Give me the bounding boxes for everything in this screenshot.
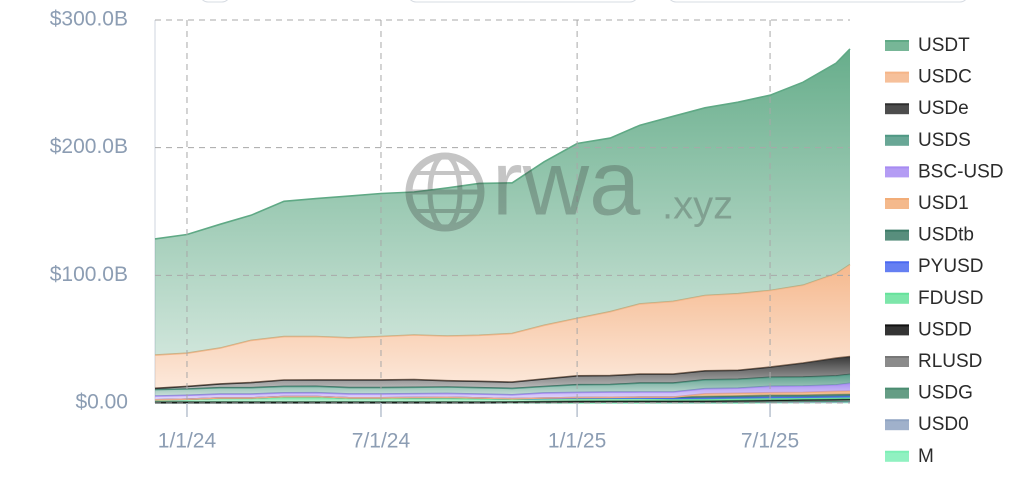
area (155, 264, 850, 389)
legend-label: USDG (918, 383, 973, 404)
legend-label: RLUSD (918, 351, 982, 372)
legend-label: USDD (918, 319, 972, 340)
legend-swatch (885, 199, 909, 209)
legend-label: PYUSD (918, 256, 983, 277)
legend-label: USDe (918, 98, 969, 119)
legend-swatch (885, 41, 909, 51)
legend-label: M (918, 446, 934, 467)
area (155, 374, 850, 396)
x-tick-label: 7/1/25 (741, 430, 799, 453)
legend-swatch (885, 104, 909, 115)
x-tick-label: 1/1/24 (158, 430, 217, 453)
x-tick-label: 7/1/24 (352, 430, 411, 453)
legend-swatch (885, 325, 909, 336)
watermark-globe (427, 153, 463, 231)
legend-swatch (885, 262, 909, 273)
legend-swatch (885, 357, 909, 367)
control-button[interactable] (668, 0, 968, 3)
legend-swatch (885, 230, 909, 241)
area (155, 48, 850, 356)
y-tick-label: $100.0B (50, 263, 128, 286)
legend-label: FDUSD (918, 288, 983, 309)
legend-swatch (885, 293, 909, 304)
control-button[interactable] (200, 0, 230, 3)
control-button[interactable] (408, 0, 638, 3)
y-tick-label: $0.00 (75, 391, 128, 414)
watermark-globe (405, 152, 485, 232)
legend-swatch (885, 420, 909, 431)
legend: USDT USDC USDe USDS BSC-USD USD1 USDtb PYUSD FDU… (885, 35, 1004, 467)
legend-swatch (885, 388, 909, 399)
x-tick-label: 1/1/25 (548, 430, 606, 453)
y-tick-label: $300.0B (50, 8, 128, 31)
legend-label: USDtb (918, 225, 974, 246)
area (155, 356, 850, 390)
legend-label: BSC-USD (918, 161, 1004, 182)
legend-label: USDC (918, 67, 972, 88)
legend-label: USDS (918, 130, 971, 151)
area (155, 391, 850, 400)
legend-swatch (885, 167, 909, 178)
area (155, 383, 850, 400)
watermark-suffix: .xyz (662, 184, 733, 228)
area-line (154, 48, 851, 240)
plot-area (154, 19, 851, 404)
watermark-text: rwa (492, 132, 641, 234)
legend-label: USD1 (918, 193, 969, 214)
legend-swatch (885, 135, 909, 146)
watermark: rwa .xyz (405, 132, 733, 234)
legend-swatch (885, 72, 909, 83)
legend-label: USD0 (918, 414, 969, 435)
legend-label: USDT (918, 35, 970, 56)
y-tick-label: $200.0B (50, 135, 128, 158)
legend-swatch (885, 451, 909, 462)
